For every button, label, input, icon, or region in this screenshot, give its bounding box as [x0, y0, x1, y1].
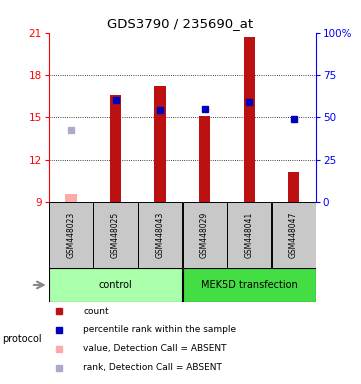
Text: protocol: protocol — [2, 334, 42, 344]
Text: percentile rank within the sample: percentile rank within the sample — [83, 325, 236, 334]
Text: GSM448029: GSM448029 — [200, 212, 209, 258]
Text: MEK5D transfection: MEK5D transfection — [201, 280, 297, 290]
Bar — [155, 86, 166, 202]
Text: control: control — [99, 280, 132, 290]
Text: GDS3790 / 235690_at: GDS3790 / 235690_at — [108, 17, 253, 30]
Text: count: count — [83, 306, 109, 316]
Bar — [183, 268, 316, 301]
Bar — [49, 202, 93, 268]
Bar — [227, 202, 271, 268]
Bar — [65, 194, 77, 202]
Text: rank, Detection Call = ABSENT: rank, Detection Call = ABSENT — [83, 363, 222, 372]
Text: GSM448047: GSM448047 — [289, 212, 298, 258]
Bar — [271, 202, 316, 268]
Text: value, Detection Call = ABSENT: value, Detection Call = ABSENT — [83, 344, 227, 353]
Bar — [93, 202, 138, 268]
Text: GSM448023: GSM448023 — [66, 212, 75, 258]
Bar — [199, 116, 210, 202]
Text: GSM448041: GSM448041 — [245, 212, 253, 258]
Bar — [183, 202, 227, 268]
Bar — [288, 172, 299, 202]
Bar — [138, 202, 182, 268]
Text: GSM448043: GSM448043 — [156, 212, 165, 258]
Bar — [244, 37, 255, 202]
Bar — [110, 95, 121, 202]
Bar — [49, 268, 182, 301]
Text: GSM448025: GSM448025 — [111, 212, 120, 258]
